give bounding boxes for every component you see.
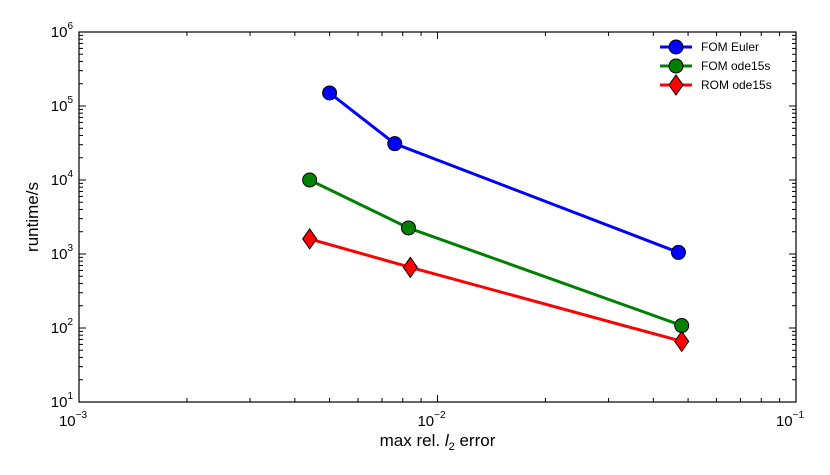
y-tick-label: 106 bbox=[51, 21, 74, 41]
data-point-rom-ode15s bbox=[674, 330, 690, 353]
legend-marker bbox=[668, 39, 684, 55]
series-line-fom-euler bbox=[328, 91, 679, 254]
legend-label: FOM ode15s bbox=[701, 59, 770, 73]
y-tick-label: 101 bbox=[51, 391, 74, 411]
data-point-fom-euler bbox=[322, 85, 338, 101]
series-layer bbox=[302, 85, 690, 353]
y-tick-label: 104 bbox=[51, 169, 74, 189]
legend-item-rom-ode15s: ROM ode15s bbox=[660, 74, 772, 96]
legend: FOM Euler FOM ode15s ROM ode15s bbox=[660, 39, 772, 96]
data-point-rom-ode15s bbox=[302, 228, 318, 250]
data-point-fom-euler bbox=[387, 136, 403, 152]
data-point-rom-ode15s bbox=[402, 256, 418, 279]
legend-marker bbox=[668, 74, 684, 96]
legend-label: ROM ode15s bbox=[701, 78, 772, 92]
y-tick-label: 103 bbox=[51, 243, 74, 263]
tick-labels-layer: 10−3 10−2 10−1 101 102 103 104 105 106 bbox=[51, 21, 805, 430]
legend-label: FOM Euler bbox=[701, 40, 759, 54]
data-point-fom-ode15s bbox=[302, 172, 318, 188]
y-tick-label: 105 bbox=[51, 95, 74, 115]
x-tick-label: 10−1 bbox=[776, 410, 805, 430]
y-axis-label: runtime/s bbox=[23, 182, 42, 252]
data-point-fom-ode15s bbox=[674, 318, 690, 334]
x-axis-label: max rel. l2 error bbox=[380, 431, 496, 453]
legend-item-fom-euler: FOM Euler bbox=[660, 39, 759, 55]
x-tick-label: 10−3 bbox=[59, 410, 88, 430]
x-axis-label-italic: l bbox=[445, 431, 450, 450]
x-axis-label-sub: 2 bbox=[449, 441, 455, 453]
series-rom-ode15s bbox=[302, 228, 690, 353]
data-point-fom-euler bbox=[670, 244, 686, 260]
y-tick-label: 102 bbox=[51, 317, 74, 337]
series-fom-euler bbox=[322, 85, 686, 260]
series-line-fom-ode15s bbox=[309, 178, 683, 327]
legend-marker bbox=[668, 58, 684, 74]
x-axis-label-pre: max rel. bbox=[380, 431, 445, 450]
plot-frame bbox=[78, 31, 797, 403]
series-fom-ode15s bbox=[302, 172, 690, 334]
legend-item-fom-ode15s: FOM ode15s bbox=[660, 58, 770, 74]
x-axis-label-post: error bbox=[455, 431, 496, 450]
x-tick-label: 10−2 bbox=[417, 410, 446, 430]
series-line-rom-ode15s bbox=[309, 237, 683, 343]
data-point-fom-ode15s bbox=[400, 220, 416, 236]
ticks-layer bbox=[78, 32, 797, 403]
